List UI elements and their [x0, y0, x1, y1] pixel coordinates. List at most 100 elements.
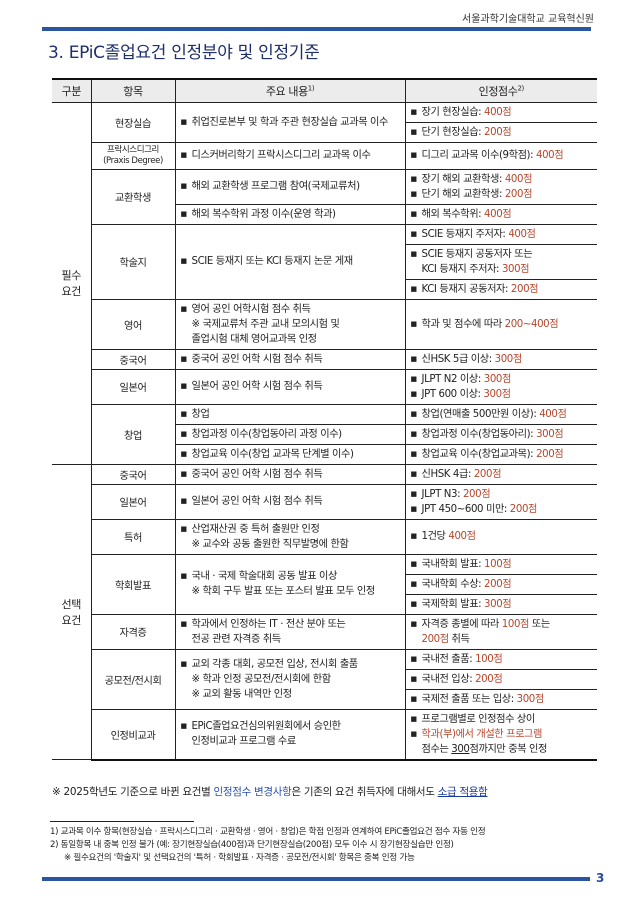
- score-cell: ■ 국제학회 발표: 300점: [405, 593, 597, 615]
- text-segment: 창업: [191, 408, 210, 420]
- text-segment: 교외 각종 대회, 공모전 입상, 전시회 출품: [191, 658, 359, 670]
- text-segment: 국내학회 수상:: [421, 578, 485, 590]
- bullet-icon: ■: [410, 354, 418, 363]
- bullet-icon: ■: [410, 469, 418, 478]
- points-value: 400점: [484, 106, 512, 118]
- bullet-line: ■ 단기 해외 교환학생: 200점: [410, 187, 594, 202]
- score-cell: ■ 신HSK 4급: 200점: [404, 463, 597, 485]
- text-segment: 디스커버리학기 프락시스디그리 교과목 이수: [191, 150, 371, 161]
- points-value: 400점: [448, 531, 476, 542]
- bullet-line: ■ JPT 600 이상: 300점: [410, 387, 594, 402]
- bullet-line: ■ 학과 및 점수에 따라 200~400점: [410, 317, 594, 332]
- score-cell: ■ 창업(연매출 500만원 이상): 400점: [404, 403, 597, 425]
- text-segment: 장기 현장실습:: [421, 106, 485, 118]
- text-segment: 해외 복수학위:: [421, 208, 485, 220]
- points-value: 400점: [508, 228, 536, 240]
- bullet-line: ■ 디그리 교과목 이수(9학점): 400점: [410, 148, 594, 163]
- line-text: 학과에서 인정하는 IT · 전산 분야 또는 전공 관련 자격증 취득: [192, 617, 346, 647]
- line-text: JPT 600 이상: 300점: [422, 387, 512, 402]
- line-text: JPT 450~600 미만: 200점: [422, 502, 538, 517]
- text-segment: 자격증 종별에 따라: [421, 618, 502, 630]
- text-segment: JPT 450~600 미만:: [421, 503, 510, 515]
- points-value: 200점: [473, 468, 502, 480]
- item-name-cell: 일본어: [91, 483, 176, 520]
- table-row: 중국어 ■ 중국어 공인 어학 시험 점수 취득 ■ 신HSK 5급 이상: 300점: [52, 348, 597, 370]
- content-cell: ■ 취업진로본부 및 학과 주관 현장실습 교과목 이수: [174, 101, 406, 143]
- bullet-line: ■ 영어 공인 어학시험 점수 취득: [180, 302, 401, 317]
- bullet-icon: ■: [180, 409, 188, 418]
- bullet-line: ■ 국제학회 발표: 300점: [410, 597, 594, 612]
- bullet-line: ■ 해외 복수학위: 400점: [410, 207, 594, 222]
- text-segment: ※ 교외 활동 내역만 인정: [191, 688, 293, 700]
- bullet-icon: ■: [180, 304, 188, 313]
- score-cell: ■ 신HSK 5급 이상: 300점: [404, 348, 597, 370]
- points-value: 300점: [536, 428, 564, 440]
- bullet-line: ■ 해외 복수학위 과정 이수(운영 학과): [180, 207, 401, 222]
- text-segment: 단기 현장실습:: [421, 126, 485, 138]
- bullet-line: ■ 프로그램별로 인정점수 상이: [410, 712, 594, 727]
- table-row: ■ 국제전 출품 또는 입상: 300점: [52, 688, 597, 710]
- text-segment: 창업과정 이수(창업동아리 과정 이수): [191, 428, 343, 440]
- line-text: EPiC졸업요건심의위원회에서 승인한 인정비교과 프로그램 수료: [191, 719, 342, 749]
- item-name-cell: 공모전/전시회: [91, 648, 176, 710]
- footnote-1: 1) 교과목 이수 항목(현장실습 · 프락시스디그리 · 교환학생 · 영어 …: [50, 827, 486, 837]
- line-text: 디스커버리학기 프락시스디그리 교과목 이수: [192, 148, 371, 163]
- bullet-line: ■ 장기 현장실습: 400점: [410, 105, 594, 120]
- page-number: 3: [596, 871, 605, 885]
- bullet-icon: ■: [410, 429, 418, 438]
- header-organization: 서울과학기술대학교 교육혁신원: [462, 14, 594, 25]
- bullet-line: ■ 중국어 공인 어학 시험 점수 취득: [180, 352, 401, 367]
- item-name-cell: 영어: [91, 298, 176, 350]
- text-segment: 국내전 입상:: [421, 673, 476, 685]
- line-text: 해외 복수학위: 400점: [422, 207, 512, 222]
- footnote-ref: 1): [307, 84, 315, 93]
- line-text: 신HSK 4급: 200점: [422, 467, 502, 482]
- bullet-line: ■ 교외 각종 대회, 공모전 입상, 전시회 출품: [180, 657, 401, 672]
- bullet-icon: ■: [410, 107, 418, 116]
- bullet-icon: ■: [410, 189, 418, 198]
- line-text: 중국어 공인 어학 시험 점수 취득: [192, 467, 323, 482]
- footer-divider: [42, 877, 590, 881]
- score-cell: ■ 학과 및 점수에 따라 200~400점: [404, 298, 597, 350]
- line-text: 국내학회 발표: 100점: [422, 557, 512, 572]
- text-segment: JLPT N3:: [421, 488, 463, 500]
- footer-row: 3: [0, 871, 644, 885]
- table-row: 학술지 ■ SCIE 등재지 또는 KCI 등재지 논문 게재 ■ SCIE 등재지 주…: [52, 223, 597, 300]
- table-body: 필수 요건 현장실습 ■ 취업진로본부 및 학과 주관 현장실습 교과목 이수 ■ 장기 …: [52, 101, 597, 761]
- points-value: 학과(부)에서 개설한 프로그램: [421, 728, 543, 740]
- text-segment: SCIE 등재지 공동저자 또는 KCI 등재지 주저자:: [421, 248, 533, 275]
- col-header-label: 항목: [123, 84, 143, 98]
- line-text: ※ 교수와 공동 출원한 직무발명에 한함: [192, 539, 349, 550]
- text-segment: 300: [451, 743, 470, 755]
- content-cell: ■ 창업과정 이수(창업동아리 과정 이수): [175, 423, 406, 445]
- points-value: 200점: [484, 578, 512, 590]
- bullet-icon: ■: [410, 151, 418, 159]
- footnote-note: ※ 필수요건의 '학술지' 및 선택요건의 '특허 · 학회발표 · 자격증 ·…: [64, 853, 415, 863]
- text-segment: SCIE 등재지 주저자:: [421, 228, 509, 240]
- line-text: 자격증 종별에 따라 100점 또는 200점 취득: [421, 617, 551, 647]
- note-line: ※ 국제교류처 주관 교내 모의시험 및 졸업시험 대체 영어교과목 인정: [180, 317, 401, 347]
- line-text: 영어 공인 어학시험 점수 취득: [192, 302, 311, 317]
- score-cell: ■ SCIE 등재지 공동저자 또는 KCI 등재지 주저자: 300점: [405, 243, 597, 280]
- text-segment: 국제학회 발표:: [421, 598, 485, 610]
- line-text: 국제전 출품 또는 입상: 300점: [422, 692, 545, 707]
- line-text: 산업재산권 중 특허 출원만 인정: [192, 522, 320, 537]
- bullet-icon: ■: [410, 449, 418, 458]
- table-row: 공모전/전시회 ■ 교외 각종 대회, 공모전 입상, 전시회 출품 ※ 학과 인정 …: [52, 648, 597, 710]
- col-header-score: 인정점수2): [404, 78, 597, 103]
- table-row: 프락시스디그리 (Praxis Degree) ■ 디스커버리학기 프락시스디그리 …: [52, 141, 597, 170]
- bullet-icon: ■: [410, 249, 418, 258]
- bullet-line: ■ 자격증 종별에 따라 100점 또는 200점 취득: [410, 617, 594, 647]
- bullet-icon: ■: [410, 489, 418, 498]
- text-segment: 국내 · 국제 학술대회 공동 발표 이상: [191, 571, 338, 582]
- item-name-cell: 자격증: [91, 613, 176, 650]
- category-cell: 필수 요건: [52, 101, 92, 465]
- line-text: 신HSK 5급 이상: 300점: [422, 352, 523, 367]
- text-segment: EPiC졸업요건심의위원회에서 승인한 인정비교과 프로그램 수료: [191, 721, 342, 747]
- line-text: ※ 교외 활동 내역만 인정: [191, 688, 293, 700]
- footnote-divider: [50, 821, 194, 822]
- text-segment: 해외 복수학위 과정 이수(운영 학과): [191, 208, 337, 220]
- line-text: 학과(부)에서 개설한 프로그램 점수는 300점까지만 중복 인정: [421, 727, 548, 757]
- content-cell: ■ 창업교육 이수(창업 교과목 단계별 이수): [175, 443, 406, 465]
- col-header-label: 구분: [61, 84, 82, 98]
